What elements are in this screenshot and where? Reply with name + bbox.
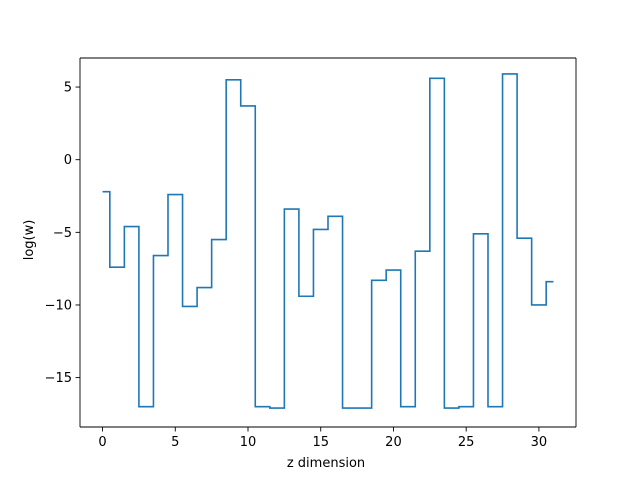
y-tick-label: −10 <box>45 298 72 313</box>
x-tick-label: 10 <box>240 435 257 450</box>
y-tick-label: 0 <box>64 153 72 168</box>
plot-area <box>79 57 577 428</box>
x-axis-label: z dimension <box>287 456 365 471</box>
x-tick-label: 20 <box>385 435 402 450</box>
x-axis: 0 5 10 15 20 25 30 <box>98 427 547 450</box>
y-tick-label: −5 <box>53 226 72 241</box>
series-line-0 <box>102 73 554 409</box>
y-tick-label: −15 <box>45 371 72 386</box>
y-axis: −15 −10 −5 0 5 <box>45 81 80 386</box>
x-tick-label: 5 <box>171 435 179 450</box>
x-tick-label: 15 <box>312 435 329 450</box>
x-tick-label: 0 <box>98 435 106 450</box>
y-tick-label: 5 <box>64 81 72 96</box>
x-tick-label: 30 <box>531 435 548 450</box>
x-tick-label: 25 <box>458 435 475 450</box>
y-axis-label: log(w) <box>22 220 37 261</box>
